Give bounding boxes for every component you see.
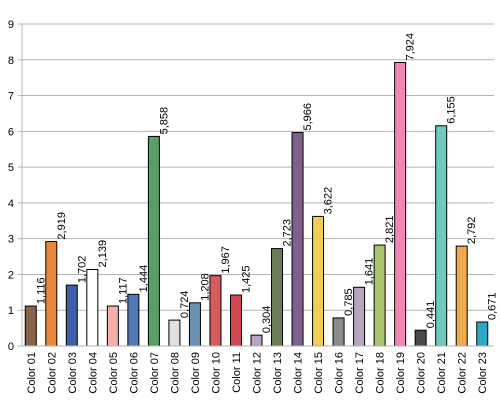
data-labels: 1,116 2,919 1,702 2,139 1,117 1,444 5,858 0,724… — [35, 33, 498, 333]
data-label: 2,723 — [282, 219, 294, 247]
bar-color-09 — [188, 302, 201, 347]
data-label: 5,858 — [158, 107, 170, 135]
bar-color-03 — [65, 284, 78, 347]
bar-color-07 — [147, 135, 160, 347]
bar-color-14 — [291, 132, 304, 347]
x-tick-label: Color 22 — [457, 352, 469, 394]
bar-color-04 — [86, 268, 99, 347]
data-label: 2,792 — [466, 217, 478, 245]
bars — [24, 61, 489, 347]
x-tick-label: Color 03 — [67, 352, 79, 394]
data-label: 2,139 — [97, 240, 109, 268]
x-tick-label: Color 23 — [477, 352, 489, 394]
data-label: 0,304 — [261, 306, 273, 334]
bar-color-10 — [209, 275, 222, 347]
x-tick-label: Color 21 — [436, 352, 448, 394]
x-tick-label: Color 01 — [26, 352, 38, 394]
bar-color-05 — [106, 305, 119, 347]
bar-color-02 — [45, 241, 58, 347]
bar-color-11 — [229, 294, 242, 347]
data-label: 0,724 — [179, 291, 191, 319]
bar-color-06 — [127, 293, 140, 347]
x-tick-label: Color 20 — [416, 352, 428, 394]
y-tick-label: 3 — [8, 234, 14, 246]
x-tick-label: Color 05 — [108, 352, 120, 394]
x-tick-label: Color 06 — [128, 352, 140, 394]
data-label: 7,924 — [405, 33, 417, 61]
bar-color-15 — [312, 215, 325, 347]
x-axis-tick-labels: Color 01 Color 02 Color 03 Color 04 Color 05… — [26, 352, 489, 394]
data-label: 1,702 — [76, 256, 88, 284]
gridlines — [18, 23, 494, 347]
data-label: 2,821 — [384, 216, 396, 244]
data-label: 5,966 — [302, 103, 314, 131]
bar-color-16 — [332, 317, 345, 347]
data-label: 1,641 — [364, 258, 376, 286]
x-tick-label: Color 10 — [210, 352, 222, 394]
y-tick-label: 2 — [8, 269, 14, 281]
x-tick-label: Color 12 — [252, 352, 264, 394]
y-tick-label: 6 — [8, 126, 14, 138]
bar-color-12 — [250, 334, 263, 347]
x-tick-label: Color 16 — [334, 352, 346, 394]
x-tick-label: Color 07 — [149, 352, 161, 394]
x-tick-label: Color 14 — [293, 352, 305, 394]
x-tick-label: Color 04 — [87, 352, 99, 394]
bar-color-19 — [394, 61, 407, 347]
x-tick-label: Color 11 — [231, 352, 243, 393]
y-axis-tick-labels: 0 1 2 3 4 5 6 7 8 9 — [8, 19, 14, 353]
x-tick-label: Color 19 — [395, 352, 407, 394]
data-label: 1,208 — [199, 273, 211, 301]
x-tick-label: Color 15 — [313, 352, 325, 394]
bar-color-21 — [435, 125, 448, 347]
y-tick-label: 8 — [8, 55, 14, 67]
bar-color-20 — [414, 329, 427, 347]
y-tick-label: 1 — [8, 305, 14, 317]
data-label: 1,967 — [220, 246, 232, 274]
x-tick-label: Color 18 — [375, 352, 387, 394]
x-tick-label: Color 13 — [272, 352, 284, 394]
bar-color-08 — [168, 319, 181, 347]
bar-color-22 — [455, 245, 468, 347]
bar-color-01 — [24, 305, 37, 347]
x-tick-label: Color 08 — [169, 352, 181, 394]
y-tick-label: 7 — [8, 91, 14, 103]
y-tick-label: 0 — [8, 341, 14, 353]
data-label: 3,622 — [323, 187, 335, 215]
data-label: 6,155 — [446, 96, 458, 124]
data-label: 0,671 — [487, 292, 499, 320]
bar-color-17 — [353, 286, 366, 347]
bar-color-23 — [476, 321, 489, 347]
y-tick-label: 4 — [8, 198, 14, 210]
x-tick-label: Color 09 — [190, 352, 202, 394]
data-label: 1,425 — [240, 265, 252, 293]
y-tick-label: 5 — [8, 162, 14, 174]
data-label: 1,444 — [138, 265, 150, 293]
data-label: 0,785 — [343, 288, 355, 316]
bar-color-13 — [271, 248, 284, 347]
data-label: 1,117 — [117, 277, 129, 304]
x-tick-label: Color 02 — [46, 352, 58, 394]
data-label: 1,116 — [35, 277, 47, 304]
data-label: 0,441 — [425, 301, 437, 329]
y-tick-label: 9 — [8, 19, 14, 31]
data-label: 2,919 — [56, 212, 68, 240]
x-tick-label: Color 17 — [354, 352, 366, 394]
bar-color-18 — [373, 244, 386, 347]
